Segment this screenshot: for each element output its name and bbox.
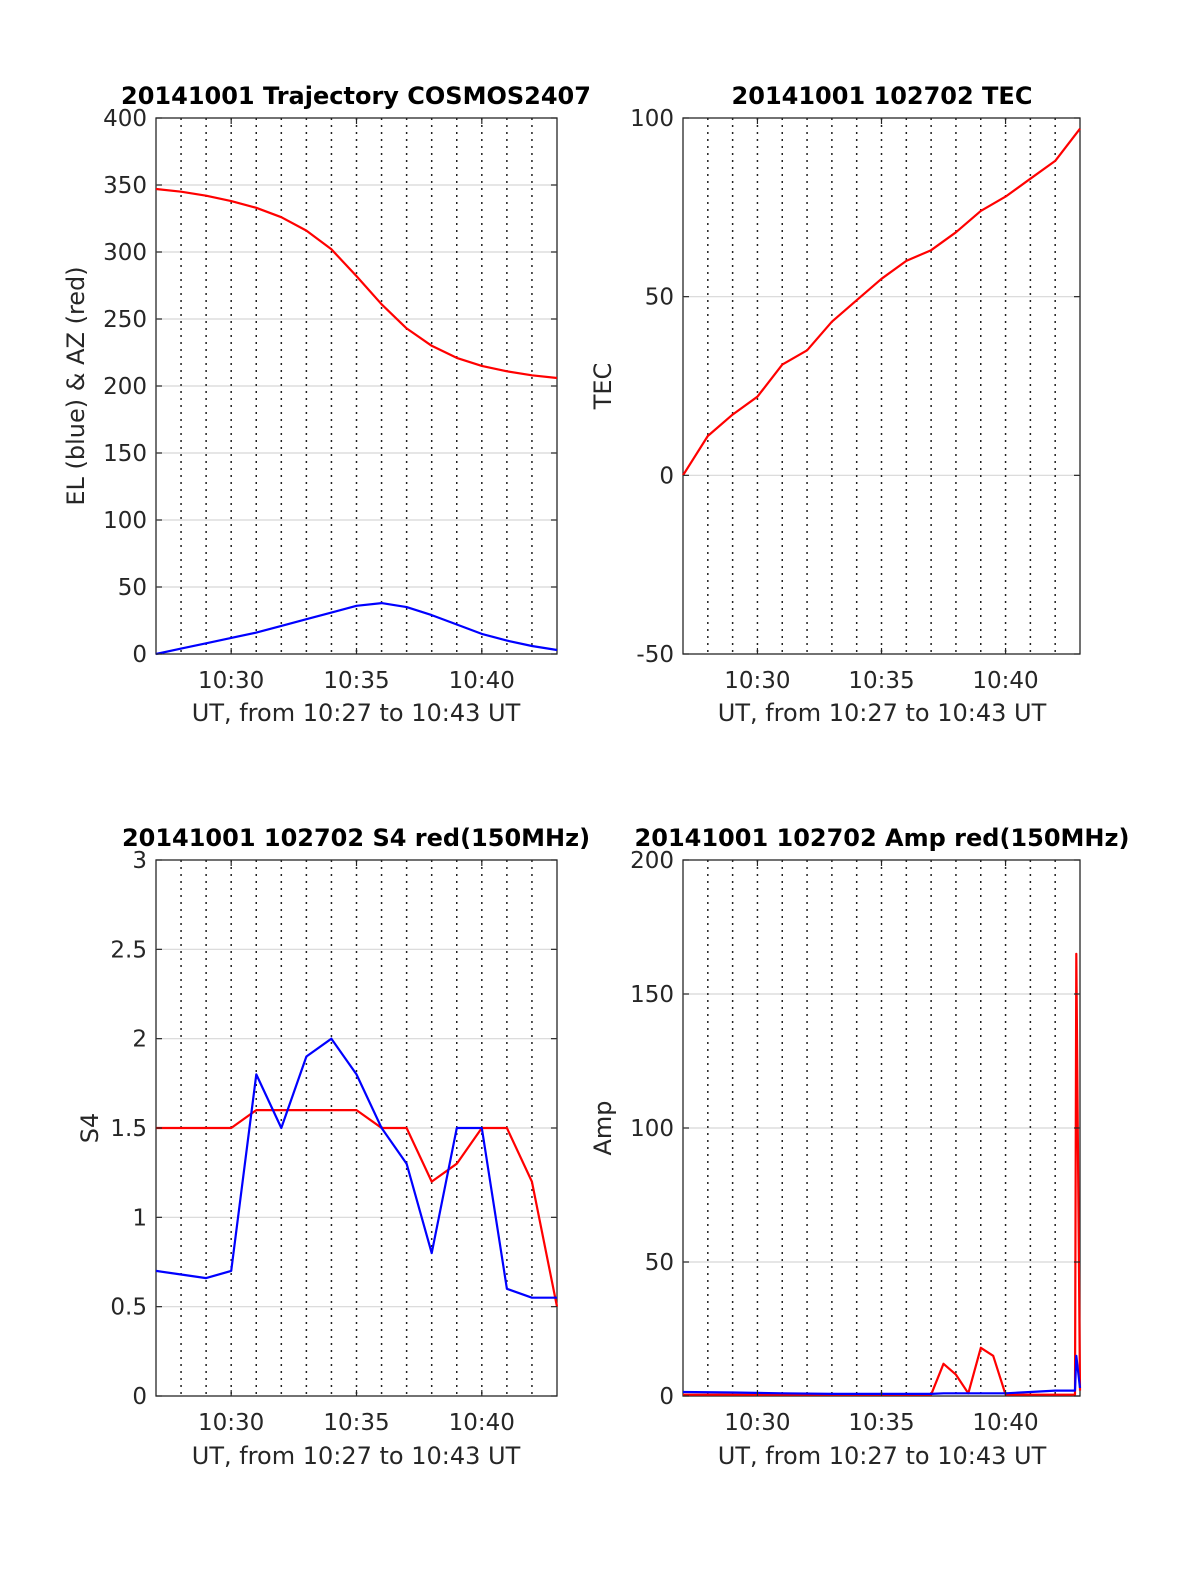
y-tick-label: 50 xyxy=(118,575,147,601)
x-tick-label: 10:40 xyxy=(972,668,1038,694)
x-tick-label: 10:35 xyxy=(848,668,914,694)
y-tick-label: 0 xyxy=(132,1384,147,1410)
series-line-tec xyxy=(682,128,1081,476)
trajectory-panel: 0 50 100 150 200 250 300 350 400 10:30 10:35 10:40… xyxy=(62,82,591,727)
y-tick-label: 3 xyxy=(132,848,147,874)
series-lines xyxy=(682,952,1082,1396)
y-axis-label: Amp xyxy=(589,1100,617,1155)
x-axis-label: UT, from 10:27 to 10:43 UT xyxy=(718,1442,1047,1470)
y-axis-label: S4 xyxy=(76,1113,104,1144)
chart-title: 20141001 102702 Amp red(150MHz) xyxy=(635,824,1130,852)
x-ticks: 10:30 10:35 10:40 xyxy=(198,860,515,1436)
grid-lines xyxy=(156,118,557,654)
y-tick-label: 150 xyxy=(103,441,147,467)
x-tick-label: 10:35 xyxy=(848,1410,914,1436)
series-lines xyxy=(155,1037,559,1307)
series-line-amp-blue xyxy=(682,1354,1082,1396)
y-tick-label: 100 xyxy=(630,106,674,132)
x-tick-label: 10:30 xyxy=(198,1410,264,1436)
y-tick-label: 100 xyxy=(630,1116,674,1142)
x-ticks: 10:30 10:35 10:40 xyxy=(724,118,1039,694)
y-axis-label: EL (blue) & AZ (red) xyxy=(62,266,90,505)
series-line-el xyxy=(155,601,558,656)
x-tick-label: 10:30 xyxy=(724,1410,790,1436)
y-tick-label: 50 xyxy=(645,285,674,311)
y-tick-label: 1.5 xyxy=(110,1116,147,1142)
chart-title: 20141001 Trajectory COSMOS2407 xyxy=(121,82,591,110)
x-tick-label: 10:40 xyxy=(972,1410,1038,1436)
amp-panel: 0 50 100 150 200 10:30 10:35 10:40 20141001 10… xyxy=(589,824,1129,1470)
y-tick-label: 150 xyxy=(630,982,674,1008)
y-tick-label: 350 xyxy=(103,173,147,199)
y-ticks: 0 50 100 150 200 250 300 350 400 xyxy=(103,106,557,668)
x-axis-label: UT, from 10:27 to 10:43 UT xyxy=(192,699,521,727)
y-tick-label: 100 xyxy=(103,508,147,534)
y-tick-label: 0 xyxy=(659,1384,674,1410)
y-tick-label: 2 xyxy=(132,1027,147,1053)
y-tick-label: 0 xyxy=(659,463,674,489)
y-ticks: 0 50 100 150 200 xyxy=(630,848,1080,1410)
x-ticks: 10:30 10:35 10:40 xyxy=(198,118,515,694)
series-line-s4-blue xyxy=(155,1037,557,1299)
series-line-az xyxy=(155,187,558,380)
x-tick-label: 10:30 xyxy=(198,668,264,694)
y-tick-label: 300 xyxy=(103,240,147,266)
x-axis-label: UT, from 10:27 to 10:43 UT xyxy=(192,1442,521,1470)
s4-panel: 0 0.5 1 1.5 2 2.5 3 10:30 10:35 10:40 20141001 1… xyxy=(76,824,590,1470)
y-tick-label: 200 xyxy=(103,374,147,400)
grid-lines xyxy=(683,118,1080,654)
series-lines xyxy=(682,128,1081,476)
series-lines xyxy=(155,187,558,656)
y-tick-label: 400 xyxy=(103,106,147,132)
x-axis-label: UT, from 10:27 to 10:43 UT xyxy=(718,699,1047,727)
y-tick-label: 0 xyxy=(132,642,147,668)
y-ticks: 0 0.5 1 1.5 2 2.5 3 xyxy=(110,848,557,1410)
y-ticks: -50 0 50 100 xyxy=(630,106,1080,668)
y-tick-label: 200 xyxy=(630,848,674,874)
y-tick-label: -50 xyxy=(636,642,674,668)
x-tick-label: 10:35 xyxy=(323,668,389,694)
x-tick-label: 10:40 xyxy=(449,668,515,694)
series-line-s4-red xyxy=(156,1108,559,1307)
x-tick-label: 10:30 xyxy=(724,668,790,694)
x-tick-label: 10:35 xyxy=(323,1410,389,1436)
y-tick-label: 1 xyxy=(132,1205,147,1231)
y-axis-label: TEC xyxy=(589,363,617,411)
y-tick-label: 250 xyxy=(103,307,147,333)
x-ticks: 10:30 10:35 10:40 xyxy=(724,860,1039,1436)
chart-title: 20141001 102702 S4 red(150MHz) xyxy=(122,824,590,852)
y-tick-label: 50 xyxy=(645,1250,674,1276)
grid-lines xyxy=(683,860,1080,1396)
y-tick-label: 2.5 xyxy=(110,937,147,963)
tec-panel: -50 0 50 100 10:30 10:35 10:40 20141001 10270… xyxy=(589,82,1081,727)
chart-title: 20141001 102702 TEC xyxy=(732,82,1033,110)
y-tick-label: 0.5 xyxy=(110,1295,147,1321)
x-tick-label: 10:40 xyxy=(449,1410,515,1436)
